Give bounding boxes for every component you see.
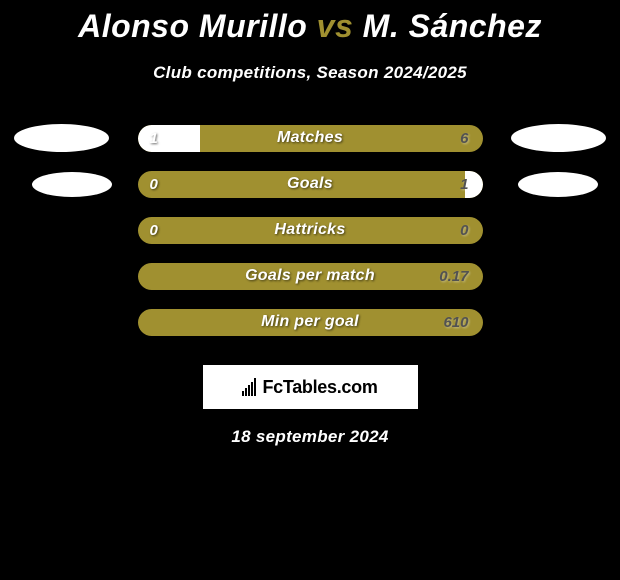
date-text: 18 september 2024 [0,427,620,447]
stat-row-goals-per-match: Goals per match 0.17 [0,253,620,299]
comparison-infographic: Alonso Murillo vs M. Sánchez Club compet… [0,0,620,580]
stat-bar: Goals per match 0.17 [138,263,483,290]
stat-label: Goals per match [138,267,483,285]
ellipse-right-icon [518,172,598,197]
player1-name: Alonso Murillo [78,8,307,44]
stat-left-value: 0 [150,222,158,239]
stat-bar: 0 Goals 1 [138,171,483,198]
page-title: Alonso Murillo vs M. Sánchez [0,0,620,45]
stat-bar: 0 Hattricks 0 [138,217,483,244]
stat-row-goals: 0 Goals 1 [0,161,620,207]
stat-row-min-per-goal: Min per goal 610 [0,299,620,345]
stat-row-matches: 1 Matches 6 [0,115,620,161]
stat-right-value: 0.17 [439,268,468,285]
subtitle: Club competitions, Season 2024/2025 [0,63,620,83]
logo-content: FcTables.com [242,377,377,398]
stat-bar: Min per goal 610 [138,309,483,336]
ellipse-right-icon [511,124,606,152]
bar-chart-icon [242,378,256,396]
stat-right-value: 0 [460,222,468,239]
logo-text: FcTables.com [262,377,377,398]
stats-area: 1 Matches 6 0 Goals 1 0 Hattricks [0,115,620,345]
stat-label: Goals [138,175,483,193]
ellipse-left-icon [32,172,112,197]
stat-label: Min per goal [138,313,483,331]
stat-label: Matches [138,129,483,147]
stat-right-value: 6 [460,130,468,147]
stat-row-hattricks: 0 Hattricks 0 [0,207,620,253]
ellipse-left-icon [14,124,109,152]
stat-right-value: 610 [443,314,468,331]
logo-box: FcTables.com [203,365,418,409]
player2-name: M. Sánchez [363,8,542,44]
vs-separator: vs [317,8,354,44]
stat-left-value: 0 [150,176,158,193]
stat-label: Hattricks [138,221,483,239]
stat-left-value: 1 [150,130,158,147]
stat-right-value: 1 [460,176,468,193]
stat-bar: 1 Matches 6 [138,125,483,152]
